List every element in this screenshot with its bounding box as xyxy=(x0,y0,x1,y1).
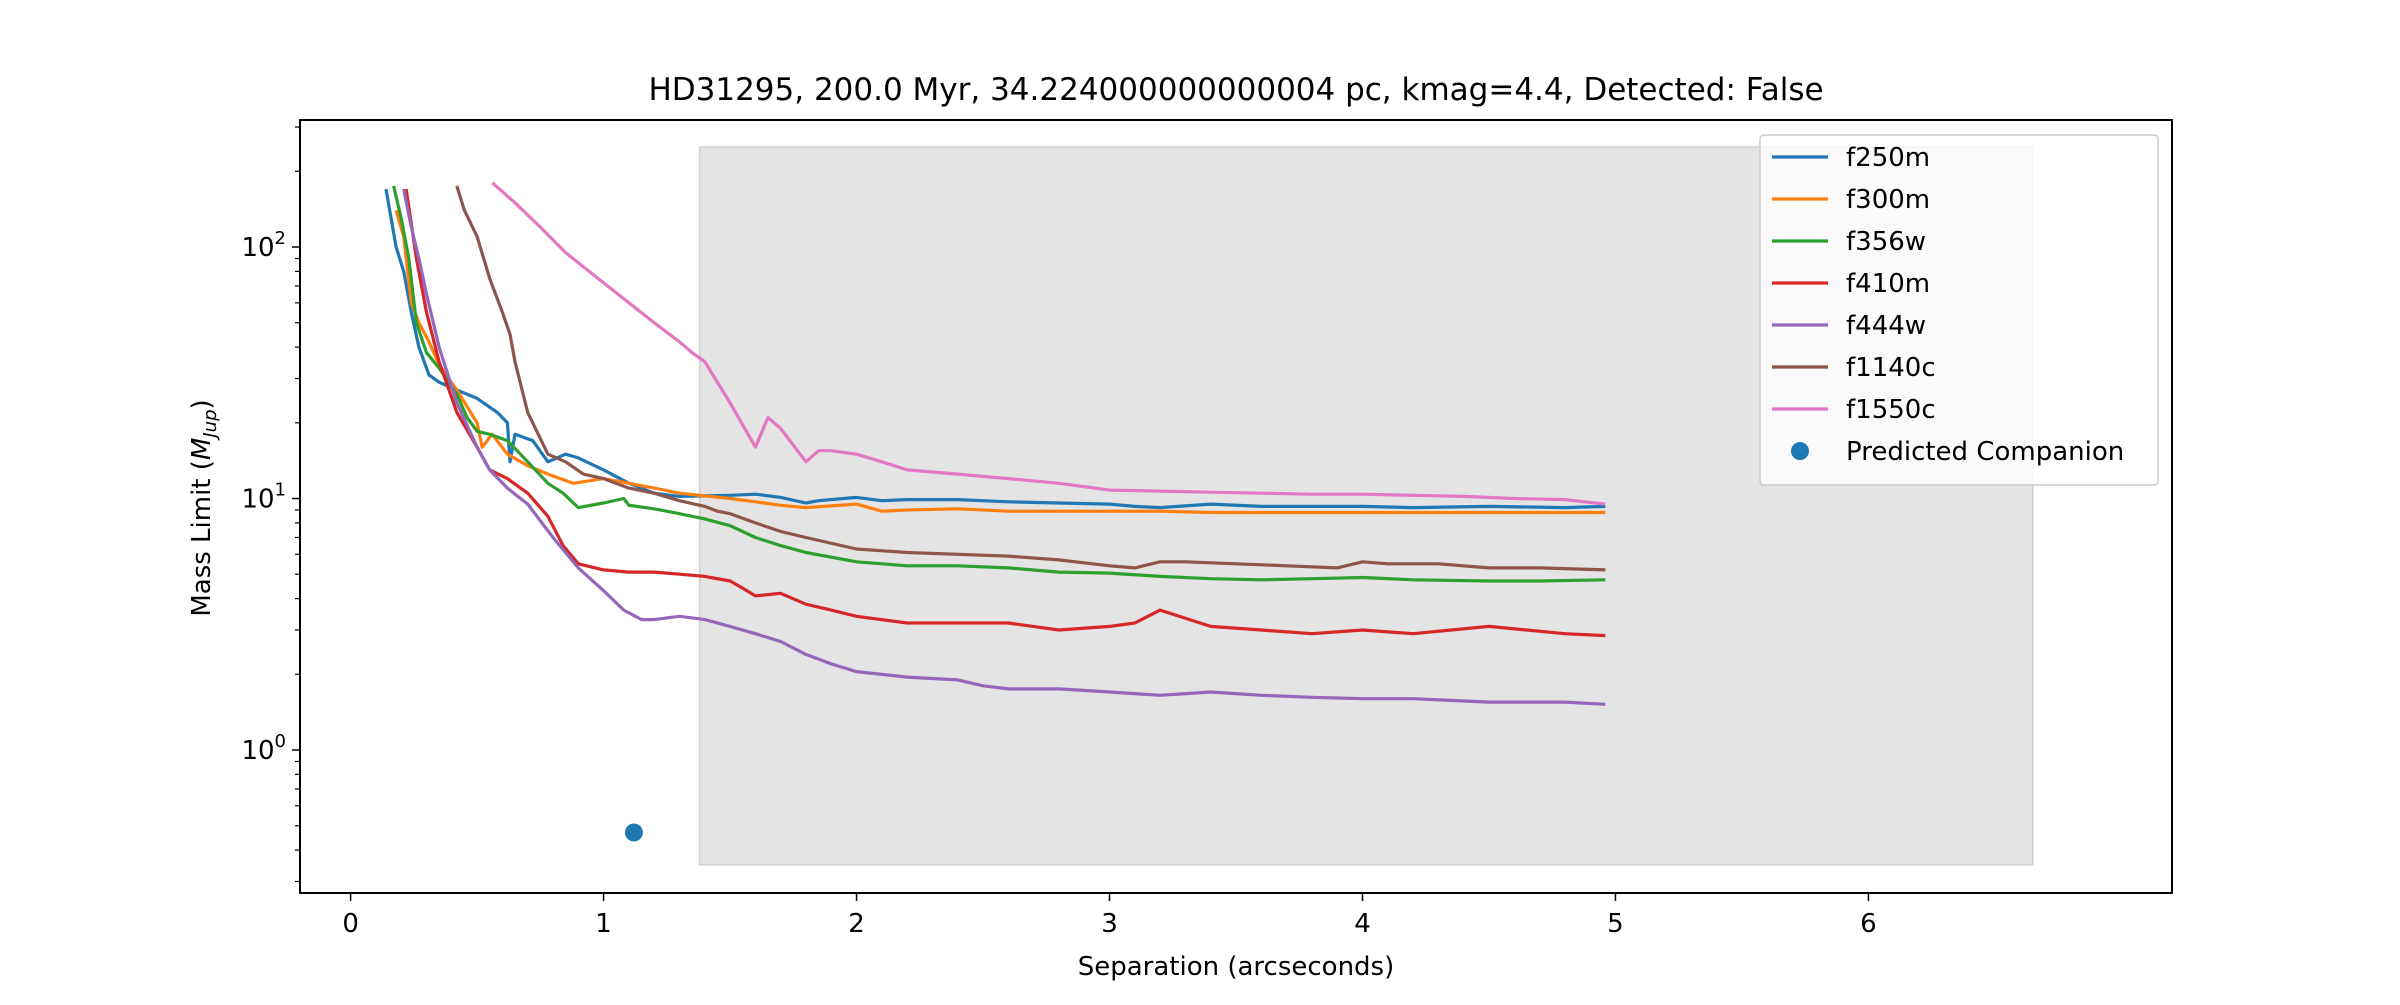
series-line-f300m xyxy=(394,209,1606,515)
x-axis-label: Separation (arcseconds) xyxy=(1078,952,1395,982)
x-tick-label: 5 xyxy=(1607,909,1624,939)
legend-label-f356w: f356w xyxy=(1846,227,1926,257)
legend-label-f1550c: f1550c xyxy=(1846,395,1936,425)
y-axis-label-end: ) xyxy=(187,399,217,409)
y-axis-label-main: Mass Limit ( xyxy=(187,460,217,617)
x-tick-label: 0 xyxy=(342,909,359,939)
x-tick-label: 4 xyxy=(1354,909,1371,939)
y-axis-label-subscript: Jup xyxy=(200,409,221,440)
predicted-companion-point xyxy=(624,823,643,842)
legend-label-f300m: f300m xyxy=(1846,185,1930,215)
legend-label-f1140c: f1140c xyxy=(1846,353,1936,383)
x-tick-label: 6 xyxy=(1860,909,1877,939)
series-line-f444w xyxy=(402,188,1606,706)
legend-label-f444w: f444w xyxy=(1846,311,1926,341)
series-line-f1550c xyxy=(491,181,1606,506)
y-tick-label: 102 xyxy=(241,228,286,263)
y-tick-label: 100 xyxy=(241,731,286,766)
legend-label-f250m: f250m xyxy=(1846,143,1930,173)
chart-title: HD31295, 200.0 Myr, 34.224000000000004 p… xyxy=(648,72,1823,108)
series-line-f410m xyxy=(404,188,1606,638)
y-axis-label-variable: M xyxy=(187,438,217,460)
legend-label-f410m: f410m xyxy=(1846,269,1930,299)
x-tick-label: 1 xyxy=(595,909,612,939)
y-tick-label: 101 xyxy=(241,480,286,515)
legend: f250m f300m f356w f410m f444w f1140c f1550c Pre… xyxy=(1759,134,2159,486)
legend-box xyxy=(1759,134,2159,486)
series-line-f1140c xyxy=(455,185,1606,572)
series-line-f356w xyxy=(392,185,1606,583)
y-axis-label: Mass Limit (MJup) xyxy=(187,399,221,616)
axes-frame xyxy=(299,119,2173,894)
legend-label-predicted-companion: Predicted Companion xyxy=(1846,437,2124,467)
x-tick-label: 3 xyxy=(1101,909,1118,939)
x-tick-label: 2 xyxy=(848,909,865,939)
legend-marker-predicted-companion xyxy=(1791,442,1809,460)
